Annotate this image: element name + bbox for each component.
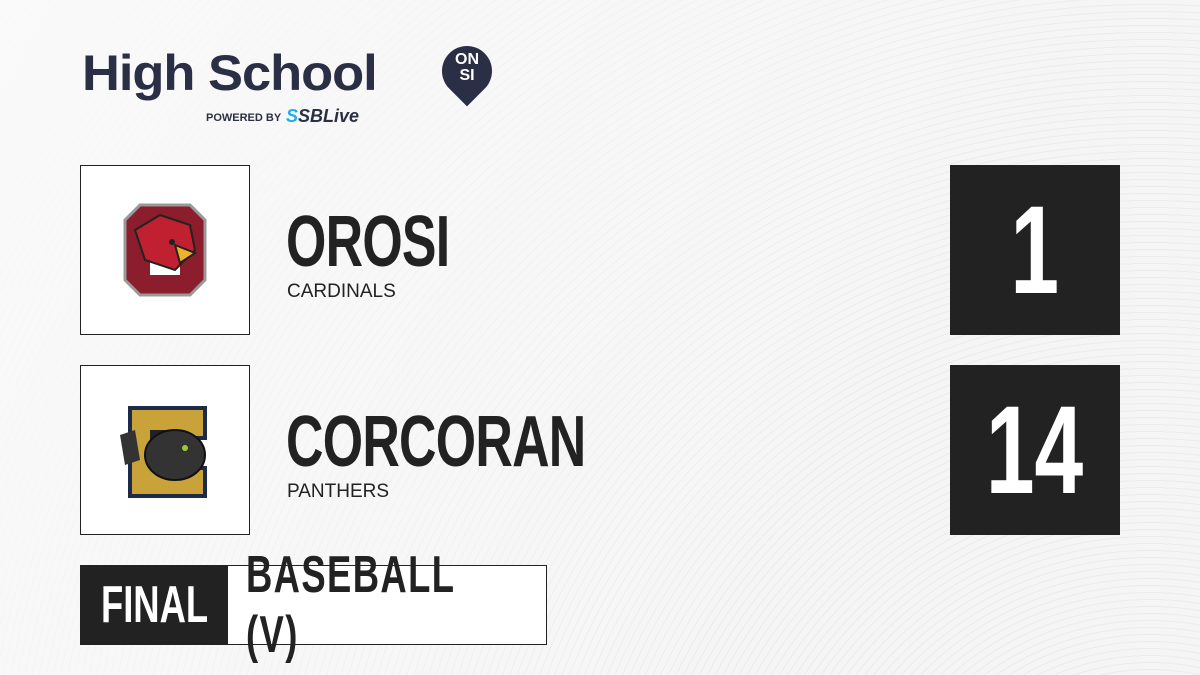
panther-icon (120, 406, 207, 498)
team-mascot: PANTHERS (287, 481, 390, 502)
team-name: CORCORAN (286, 402, 586, 482)
status-label: FINAL (100, 576, 209, 634)
team-score: 1 (950, 165, 1120, 335)
sport-text: BASEBALL (V) (246, 546, 455, 664)
badge-bottom: SI (459, 67, 475, 84)
si-badge: ON SI (446, 52, 488, 84)
sblive-s-mark: S (286, 106, 299, 126)
logo-title: High School (82, 45, 378, 101)
team-mascot: CARDINALS (287, 281, 396, 302)
team-score: 14 (950, 365, 1120, 535)
sblive-logo: SSBLive (286, 106, 360, 126)
score-value: 14 (986, 380, 1084, 520)
cardinal-icon (123, 203, 207, 297)
high-school-on-si-logo: High School ON SI POWERED BY SSBLive (82, 35, 503, 134)
final-badge: FINAL (81, 566, 228, 644)
powered-by: POWERED BY (206, 112, 282, 124)
corcoran-logo (80, 365, 250, 535)
badge-top: ON (455, 51, 479, 68)
sport-label: BASEBALL (V) (228, 546, 546, 664)
game-status-bar: FINAL BASEBALL (V) (80, 546, 547, 664)
team-name: OROSI (286, 202, 450, 282)
orosi-logo (80, 165, 250, 335)
score-value: 1 (1010, 180, 1060, 320)
